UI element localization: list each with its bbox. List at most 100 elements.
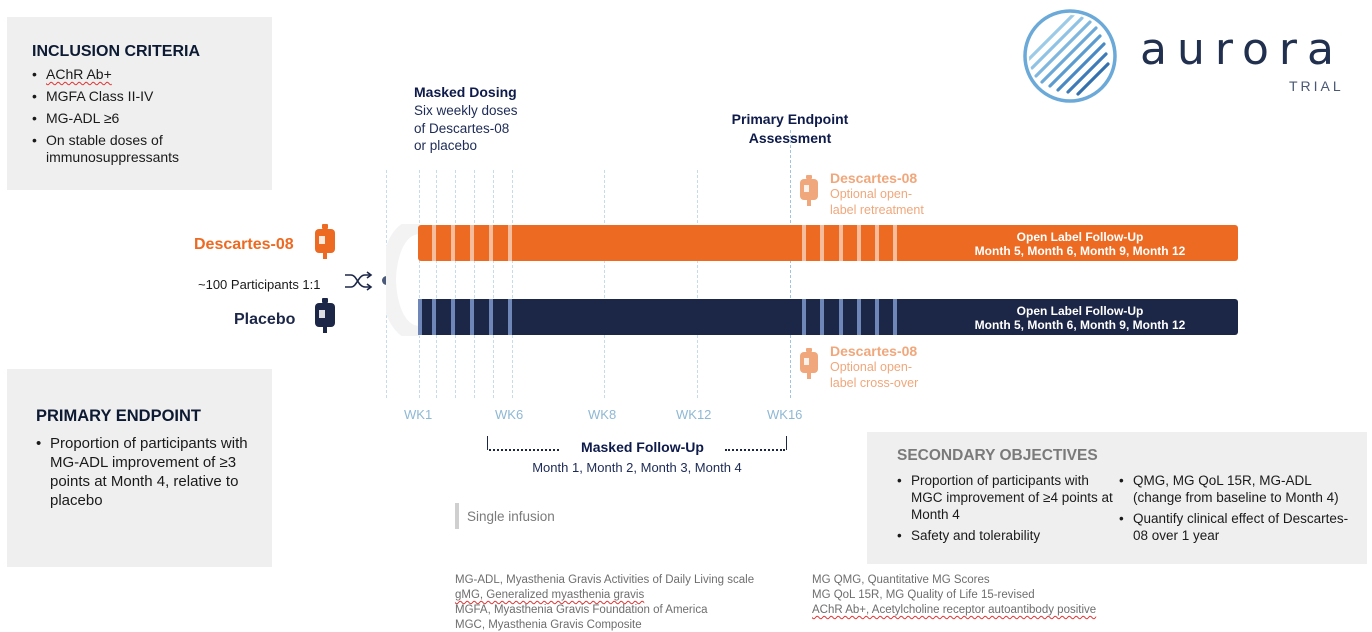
descartes-arm-bar (418, 225, 1238, 261)
placebo-arm-bar (418, 299, 1238, 335)
inclusion-criteria-title: INCLUSION CRITERIA (32, 43, 200, 60)
followup-orange-months: Month 5, Month 6, Month 9, Month 12 (974, 244, 1186, 258)
dose-marker (489, 299, 493, 335)
masked-dosing-line2: of Descartes-08 (414, 120, 510, 136)
dose-marker (489, 225, 493, 261)
masked-dosing-title: Masked Dosing (414, 84, 517, 100)
followup-navy-title: Open Label Follow-Up (1016, 304, 1144, 318)
list-item: QMG, MG QoL 15R, MG-ADL (change from bas… (1119, 472, 1359, 506)
masked-dosing-label: Masked Dosing Six weekly doses of Descar… (414, 83, 518, 155)
list-item: Safety and tolerability (897, 527, 1119, 544)
footnotes-left: MG-ADL, Myasthenia Gravis Activities of … (455, 573, 754, 632)
dose-marker (875, 299, 879, 335)
footnote: gMG, Generalized myasthenia gravis (455, 589, 645, 601)
primary-endpoint-list: Proportion of participants with MG-ADL i… (36, 434, 258, 510)
dose-marker (893, 225, 897, 261)
week-label: WK16 (767, 407, 803, 422)
crossover-note: Descartes-08 Optional open- label cross-… (830, 343, 918, 391)
week-guide-line (474, 170, 475, 398)
footnote: MGC, Myasthenia Gravis Composite (455, 619, 642, 631)
crossover-line1: Optional open- (830, 360, 913, 374)
week-guide-line (604, 170, 605, 398)
crossover-title: Descartes-08 (830, 343, 918, 359)
iv-bag-navy-icon (315, 298, 335, 333)
single-infusion-label: Single infusion (467, 509, 555, 524)
randomize-shuffle-icon (345, 271, 373, 291)
dose-marker (820, 299, 824, 335)
dose-marker (857, 225, 861, 261)
dose-marker (857, 299, 861, 335)
followup-orange-label: Open Label Follow-Up Month 5, Month 6, M… (930, 230, 1230, 258)
week-guide-line (455, 170, 456, 398)
dose-marker (839, 299, 843, 335)
masked-followup-months: Month 1, Month 2, Month 3, Month 4 (532, 460, 742, 475)
arm-split-connector (386, 224, 422, 336)
iv-bag-orange-icon (315, 224, 335, 259)
followup-navy-label: Open Label Follow-Up Month 5, Month 6, M… (930, 304, 1230, 332)
masked-dosing-line1: Six weekly doses (414, 103, 518, 118)
footnote: AChR Ab+, Acetylcholine receptor autoant… (812, 604, 1097, 616)
masked-followup-bracket (487, 436, 787, 450)
week-guide-line (493, 170, 494, 398)
secondary-left-list: Proportion of participants with MGC impr… (897, 472, 1119, 544)
footnote: MG QMG, Quantitative MG Scores (812, 574, 990, 586)
logo-wordmark: aurora (1140, 24, 1344, 75)
footnote: MG-ADL, Myasthenia Gravis Activities of … (455, 574, 755, 586)
list-item: Quantify clinical effect of Descartes-08… (1119, 510, 1359, 544)
bracket-dotted-left (489, 449, 559, 451)
primary-endpoint-box: PRIMARY ENDPOINT Proportion of participa… (7, 369, 272, 567)
secondary-right-list: QMG, MG QoL 15R, MG-ADL (change from bas… (1119, 472, 1359, 544)
masked-dosing-line3: or placebo (414, 138, 478, 153)
descartes-arm-label: Descartes-08 (194, 236, 294, 253)
dose-marker (820, 225, 824, 261)
secondary-objectives-box: SECONDARY OBJECTIVES Proportion of parti… (867, 432, 1367, 564)
retreatment-title: Descartes-08 (830, 170, 918, 186)
primary-assessment-line1: Primary Endpoint (731, 111, 849, 127)
dose-marker (432, 225, 436, 261)
crossover-line2: label cross-over (830, 376, 919, 390)
dose-marker (432, 299, 436, 335)
list-item: AChR Ab+ (32, 66, 272, 83)
dose-marker (802, 225, 806, 261)
dose-marker (802, 299, 806, 335)
list-item: MG-ADL ≥6 (32, 110, 272, 127)
logo-subtitle: TRIAL (1289, 78, 1344, 94)
participants-label: ~100 Participants 1:1 (198, 277, 321, 292)
single-infusion-swatch (455, 503, 459, 529)
footnote: MGFA, Myasthenia Gravis Foundation of Am… (455, 604, 708, 616)
list-item-text: AChR Ab+ (46, 66, 112, 82)
footnotes-right: MG QMG, Quantitative MG Scores MG QoL 15… (812, 573, 1096, 618)
dose-marker (839, 225, 843, 261)
week-guide-line (697, 170, 698, 398)
week-guide-line (790, 130, 791, 398)
retreatment-line2: label retreatment (830, 203, 924, 217)
dose-marker (893, 299, 897, 335)
week-label: WK8 (588, 407, 617, 422)
masked-followup-title: Masked Follow-Up (581, 439, 704, 455)
week-label: WK12 (676, 407, 712, 422)
iv-bag-light-orange-icon (800, 348, 818, 379)
dose-marker (451, 225, 455, 261)
week-label: WK1 (404, 407, 433, 422)
dose-marker (451, 299, 455, 335)
placebo-arm-label: Placebo (234, 311, 296, 328)
list-item: Proportion of participants with MGC impr… (897, 472, 1119, 523)
iv-bag-light-orange-icon (800, 175, 818, 206)
week-guide-line (512, 170, 513, 398)
inclusion-criteria-box: INCLUSION CRITERIA AChR Ab+ MGFA Class I… (7, 17, 272, 190)
week-label: WK6 (495, 407, 524, 422)
week-guide-line (419, 170, 420, 398)
aurora-logo-mark-icon (1023, 9, 1117, 103)
week-guide-line (436, 170, 437, 398)
list-item: On stable doses of immunosuppressants (32, 132, 202, 166)
dose-marker (875, 225, 879, 261)
retreatment-note: Descartes-08 Optional open- label retrea… (830, 170, 924, 218)
primary-endpoint-title: PRIMARY ENDPOINT (36, 407, 202, 425)
secondary-objectives-title: SECONDARY OBJECTIVES (897, 447, 1098, 464)
retreatment-line1: Optional open- (830, 187, 913, 201)
followup-navy-months: Month 5, Month 6, Month 9, Month 12 (974, 318, 1186, 332)
bracket-dotted-right (725, 449, 785, 451)
footnote: MG QoL 15R, MG Quality of Life 15-revise… (812, 589, 1035, 601)
list-item: Proportion of participants with MG-ADL i… (36, 434, 258, 510)
dose-marker (470, 299, 474, 335)
